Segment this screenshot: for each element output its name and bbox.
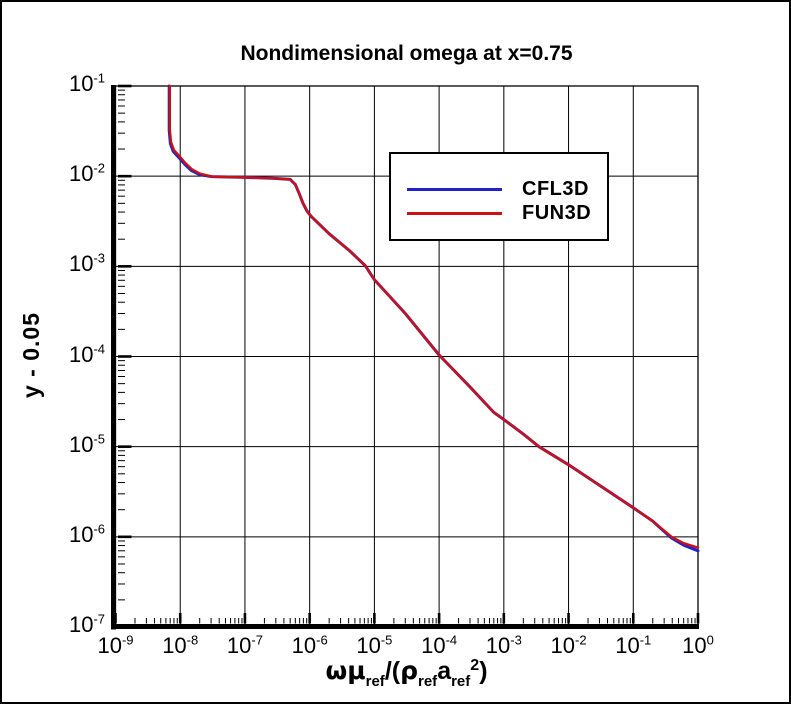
y-tick-label: 10-7 — [68, 611, 105, 637]
y-tick-label: 10-1 — [68, 70, 105, 96]
y-tick-label: 10-5 — [68, 431, 105, 457]
legend-line-sample-cfl3d — [407, 187, 502, 191]
x-axis-title-part: μ — [347, 656, 366, 685]
x-axis-title-part: 2 — [470, 657, 480, 674]
legend-item-cfl3d: CFL3D — [391, 178, 589, 200]
x-axis-title: ωμref/(ρrefaref2) — [115, 656, 698, 690]
series-line-fun3d — [168, 84, 700, 549]
x-tick-label: 10-4 — [421, 632, 458, 658]
legend: CFL3D FUN3D — [389, 152, 609, 241]
chart-title: Nondimensional omega at x=0.75 — [240, 42, 573, 65]
x-axis-title-part: ω — [325, 656, 348, 685]
legend-item-fun3d: FUN3D — [391, 202, 591, 224]
x-axis-title-part: a — [437, 657, 452, 685]
x-tick-label: 10-3 — [485, 632, 522, 658]
x-tick-label: 10-1 — [615, 632, 652, 658]
x-axis-title-part: /( — [384, 657, 401, 685]
x-tick-label: 100 — [682, 632, 714, 658]
x-tick-label: 10-7 — [226, 632, 263, 658]
legend-line-sample-fun3d — [407, 211, 502, 215]
y-tick-label: 10-4 — [68, 341, 105, 367]
x-tick-label: 10-6 — [291, 632, 328, 658]
y-tick-label: 10-2 — [68, 160, 105, 187]
y-tick-label: 10-3 — [68, 251, 105, 277]
x-axis-title-part: ref — [365, 673, 385, 690]
x-tick-label: 10-5 — [356, 632, 393, 658]
x-tick-label: 10-9 — [97, 632, 134, 658]
legend-label-cfl3d: CFL3D — [522, 177, 589, 200]
x-tick-label: 10-8 — [162, 632, 199, 658]
y-tick-label: 10-6 — [68, 521, 105, 547]
x-tick-label: 10-2 — [550, 632, 587, 658]
x-axis-title-part: ref — [418, 673, 438, 690]
x-axis-title-part: ) — [479, 657, 488, 685]
legend-label-fun3d: FUN3D — [522, 201, 592, 224]
x-axis-title-part: ref — [451, 673, 471, 690]
x-axis-title-part: ρ — [400, 656, 418, 685]
